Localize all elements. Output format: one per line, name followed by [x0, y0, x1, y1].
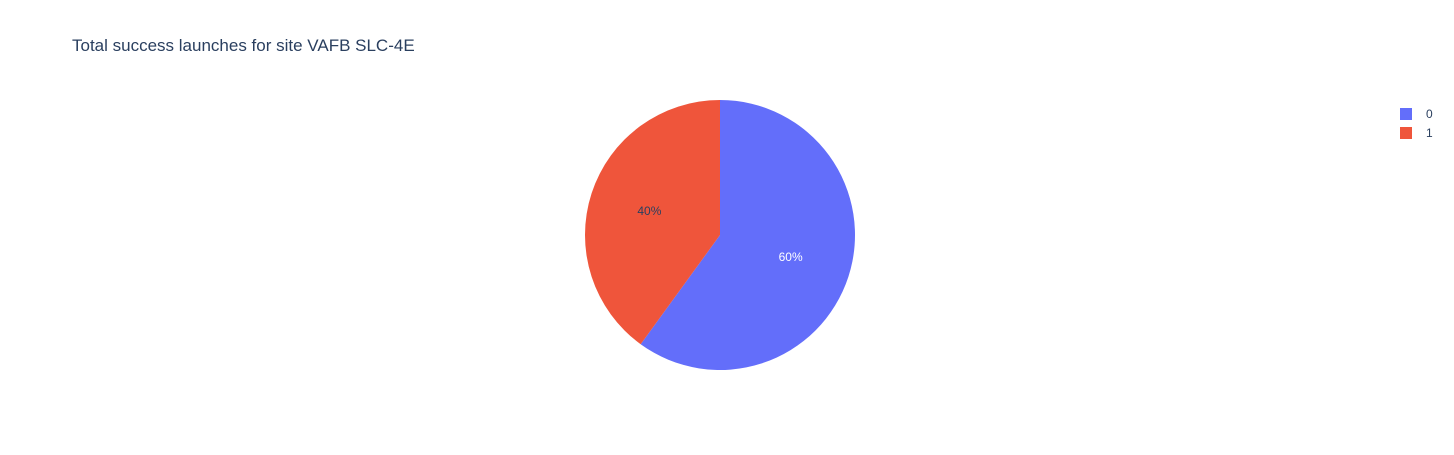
legend-label-1: 1 — [1426, 126, 1433, 140]
legend-item-1[interactable]: 1 — [1400, 126, 1433, 140]
slice-label-0: 60% — [779, 250, 803, 264]
legend-label-0: 0 — [1426, 107, 1433, 121]
pie-slice-1[interactable] — [584, 100, 720, 345]
slice-label-1: 40% — [637, 204, 661, 218]
pie-slices — [584, 100, 855, 370]
chart-title: Total success launches for site VAFB SLC… — [72, 36, 415, 55]
legend-item-0[interactable]: 0 — [1400, 107, 1433, 121]
legend-swatch-0 — [1400, 108, 1412, 120]
pie-slice-0[interactable] — [640, 100, 855, 370]
pie-slice-labels: 60% 40% — [637, 204, 803, 264]
legend-swatch-1 — [1400, 127, 1412, 139]
legend: 01 — [1400, 107, 1433, 140]
